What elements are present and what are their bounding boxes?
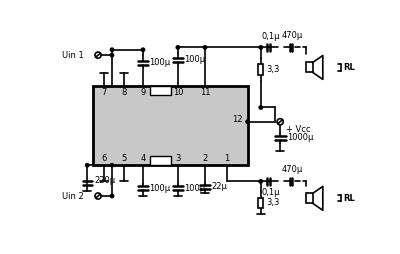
Text: 3,3: 3,3 [266,198,280,208]
Bar [93,86,248,165]
Text: 100μ: 100μ [149,184,170,193]
Bar [306,193,313,203]
Text: RL: RL [343,63,355,72]
Text: 12: 12 [232,115,243,124]
Bar [150,86,170,95]
Text: 0,1μ: 0,1μ [262,32,280,41]
Circle shape [246,120,249,123]
Text: 22μ: 22μ [211,182,227,191]
Circle shape [259,106,262,109]
Text: 100μ: 100μ [184,184,205,193]
Text: 11: 11 [200,88,210,97]
Text: 2: 2 [202,154,208,163]
Circle shape [176,46,180,49]
Text: 10: 10 [173,88,183,97]
Circle shape [110,48,114,51]
Text: Uin 2: Uin 2 [62,192,84,200]
Text: TAB: TAB [153,86,168,95]
Text: 8: 8 [121,88,126,97]
Text: 470μ: 470μ [282,165,303,174]
Circle shape [203,46,207,49]
Text: 100μ: 100μ [149,58,170,67]
Text: 0,1μ: 0,1μ [262,188,280,197]
Bar [258,64,263,75]
Circle shape [110,194,114,198]
Bar [258,198,263,208]
Text: 5: 5 [121,154,126,163]
Text: 3,3: 3,3 [266,65,280,74]
Text: 6: 6 [102,154,107,163]
Text: 9: 9 [140,88,146,97]
Text: 7: 7 [102,88,107,97]
Bar [306,62,313,72]
Text: TAB: TAB [153,156,168,165]
Text: Uin 1: Uin 1 [62,51,84,60]
Circle shape [110,53,114,57]
Text: 1000μ: 1000μ [287,133,314,142]
Text: 470μ: 470μ [282,31,303,40]
Text: + Vcc: + Vcc [286,125,310,134]
Text: 100μ: 100μ [184,55,205,64]
Text: 3: 3 [175,154,180,163]
Text: RL: RL [343,194,355,203]
Bar [150,156,170,165]
Text: 4: 4 [140,154,146,163]
Circle shape [141,48,145,51]
Text: 1: 1 [224,154,229,163]
Circle shape [259,46,262,49]
Text: 220μ: 220μ [94,176,115,185]
Circle shape [110,164,114,167]
Circle shape [259,180,262,183]
Circle shape [86,164,89,167]
